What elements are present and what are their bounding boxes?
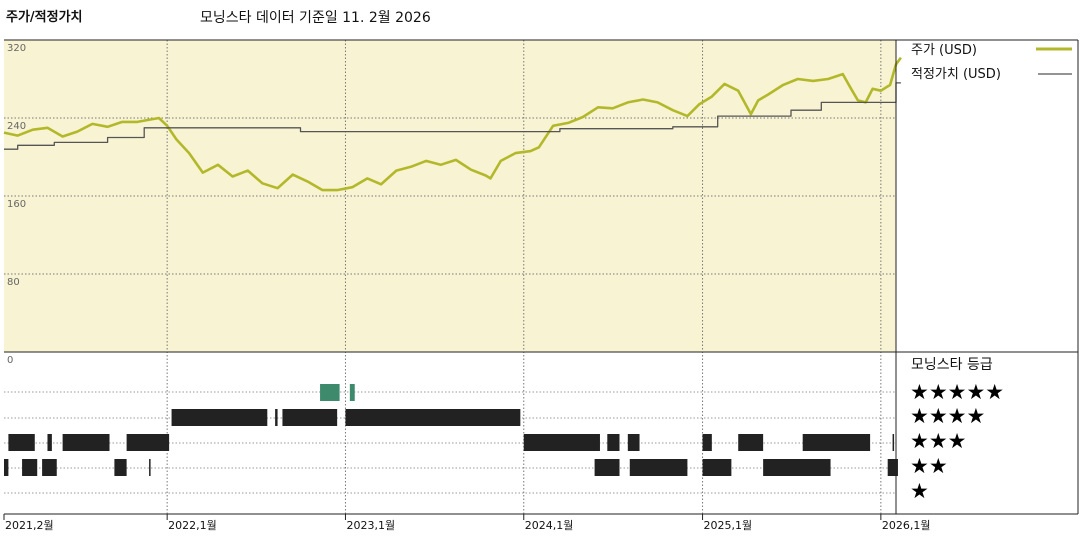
- rating-5-star-segment: [320, 384, 340, 401]
- legend-price-label: 주가 (USD): [911, 43, 977, 58]
- rating-2-star-segment: [702, 459, 732, 476]
- rating-2-star-segment: [763, 459, 831, 476]
- rating-panel-title: 모닝스타 등급: [911, 357, 993, 373]
- rating-timeline: [4, 384, 898, 476]
- rating-3-star-segment: [892, 434, 895, 451]
- x-tick-label: 2023,1월: [346, 519, 395, 532]
- rating-5-stars: ★★★★★: [910, 380, 1004, 404]
- x-tick-label: 2022,1월: [168, 519, 217, 532]
- series-lines: [3, 56, 902, 192]
- rating-2-star-segment: [4, 459, 9, 476]
- y-axis-ticks: 320 240 160 80 0: [7, 43, 26, 366]
- fair-value-line: [4, 82, 901, 150]
- rating-4-star-segment: [171, 409, 268, 426]
- y-tick-label: 160: [7, 199, 26, 210]
- rating-3-star-segment: [47, 434, 52, 451]
- rating-3-star-segment: [627, 434, 640, 451]
- x-tick-label: 2026,1월: [882, 519, 931, 532]
- rating-2-star-segment: [149, 459, 151, 476]
- rating-4-star-segment: [282, 409, 338, 426]
- rating-3-star-segment: [607, 434, 620, 451]
- rating-5-star-segment: [349, 384, 355, 401]
- rating-1-star: ★: [910, 479, 929, 503]
- rating-3-star-segment: [802, 434, 871, 451]
- rating-3-star-segment: [8, 434, 35, 451]
- rating-2-star-segment: [594, 459, 620, 476]
- rating-2-star-segment: [114, 459, 127, 476]
- rating-3-star-segment: [523, 434, 600, 451]
- rating-2-star-segment: [629, 459, 688, 476]
- rating-3-star-segment: [126, 434, 170, 451]
- x-tick-label: 2025,1월: [704, 519, 753, 532]
- y-tick-label: 320: [7, 43, 26, 54]
- x-axis-ticks: 2021,2월 2022,1월 2023,1월 2024,1월 2025,1월 2026,…: [3, 514, 931, 532]
- price-line: [3, 56, 902, 192]
- rating-2-star-segment: [887, 459, 898, 476]
- data-source-note: 모닝스타 데이터 기준일 11. 2월 2026: [200, 10, 431, 26]
- rating-3-star-segment: [62, 434, 110, 451]
- chart-title: 주가/적정가치: [6, 10, 83, 25]
- rating-3-star-segment: [702, 434, 712, 451]
- rating-2-star-segment: [42, 459, 57, 476]
- rating-4-star-segment: [345, 409, 521, 426]
- x-tick-label: 2021,2월: [5, 519, 54, 532]
- rating-panel-background: [4, 352, 896, 514]
- rating-3-stars: ★★★: [910, 429, 966, 453]
- y-tick-label: 240: [7, 121, 26, 132]
- rating-2-star-segment: [22, 459, 38, 476]
- rating-2-stars: ★★: [910, 454, 948, 478]
- rating-4-stars: ★★★★: [910, 404, 985, 428]
- y-tick-label: 80: [7, 277, 20, 288]
- y-tick-label: 0: [7, 355, 13, 366]
- rating-4-star-segment: [275, 409, 278, 426]
- legend-fair-value-label: 적정가치 (USD): [911, 67, 1001, 82]
- x-tick-label: 2024,1월: [525, 519, 574, 532]
- rating-3-star-segment: [738, 434, 764, 451]
